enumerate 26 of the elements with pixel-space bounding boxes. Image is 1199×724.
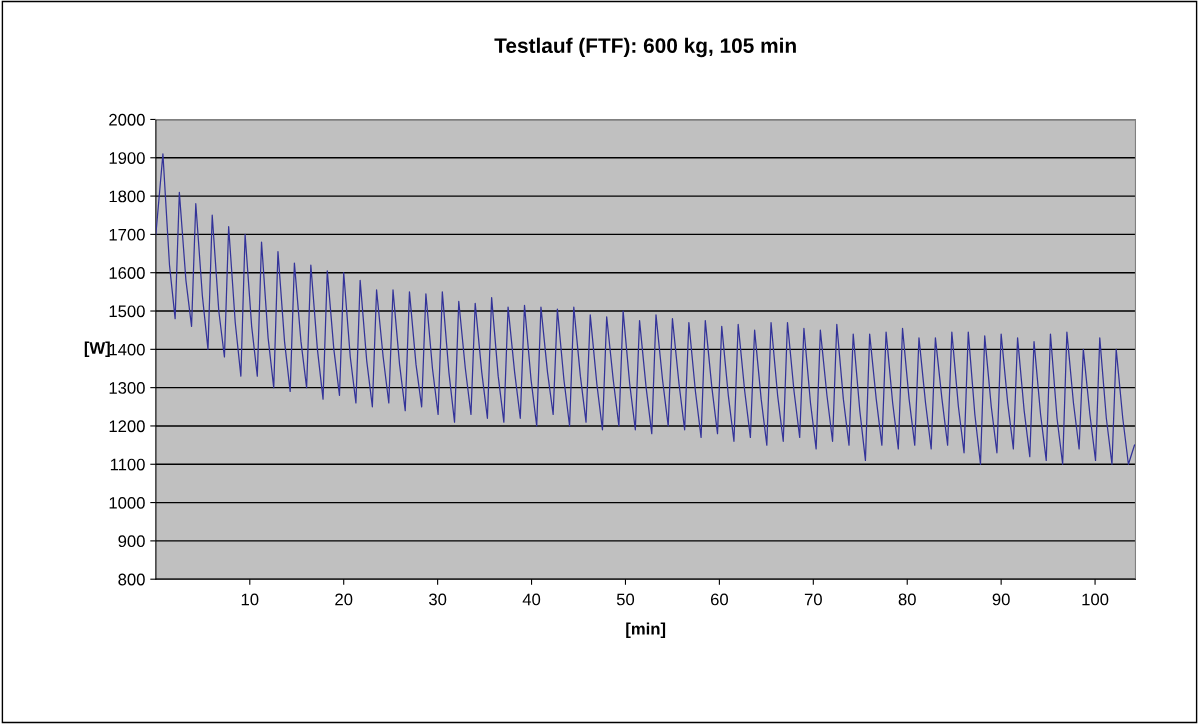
y-tick-label: 1400 — [109, 343, 145, 356]
x-tick-label: 10 — [241, 593, 259, 606]
x-tick-label: 70 — [804, 593, 822, 606]
x-tick-label: 100 — [1082, 593, 1109, 606]
y-tick-label: 2000 — [109, 113, 145, 126]
y-tick-label: 1800 — [109, 190, 145, 203]
y-tick-label: 1500 — [109, 305, 145, 318]
y-axis-title: [W] — [84, 341, 110, 358]
chart-title: Testlauf (FTF): 600 kg, 105 min — [494, 37, 796, 58]
x-tick-label: 60 — [710, 593, 729, 606]
x-tick-label: 80 — [898, 593, 916, 606]
y-tick-label: 1700 — [109, 228, 145, 241]
x-axis-title: [min] — [626, 622, 666, 639]
y-tick-label: 1900 — [109, 152, 145, 164]
y-tick-label: 1600 — [109, 267, 145, 279]
x-tick-label: 30 — [429, 593, 447, 606]
y-tick-label: 1100 — [110, 458, 145, 471]
x-tick-label: 40 — [522, 593, 541, 606]
y-tick-label: 900 — [118, 535, 145, 548]
x-tick-label: 50 — [616, 593, 635, 606]
y-tick-label: 800 — [118, 573, 145, 586]
y-tick-label: 1300 — [109, 382, 145, 394]
x-tick-label: 90 — [992, 593, 1010, 606]
y-tick-label: 1000 — [109, 496, 145, 509]
y-tick-label: 1200 — [109, 420, 145, 433]
x-tick-label: 20 — [335, 593, 353, 606]
